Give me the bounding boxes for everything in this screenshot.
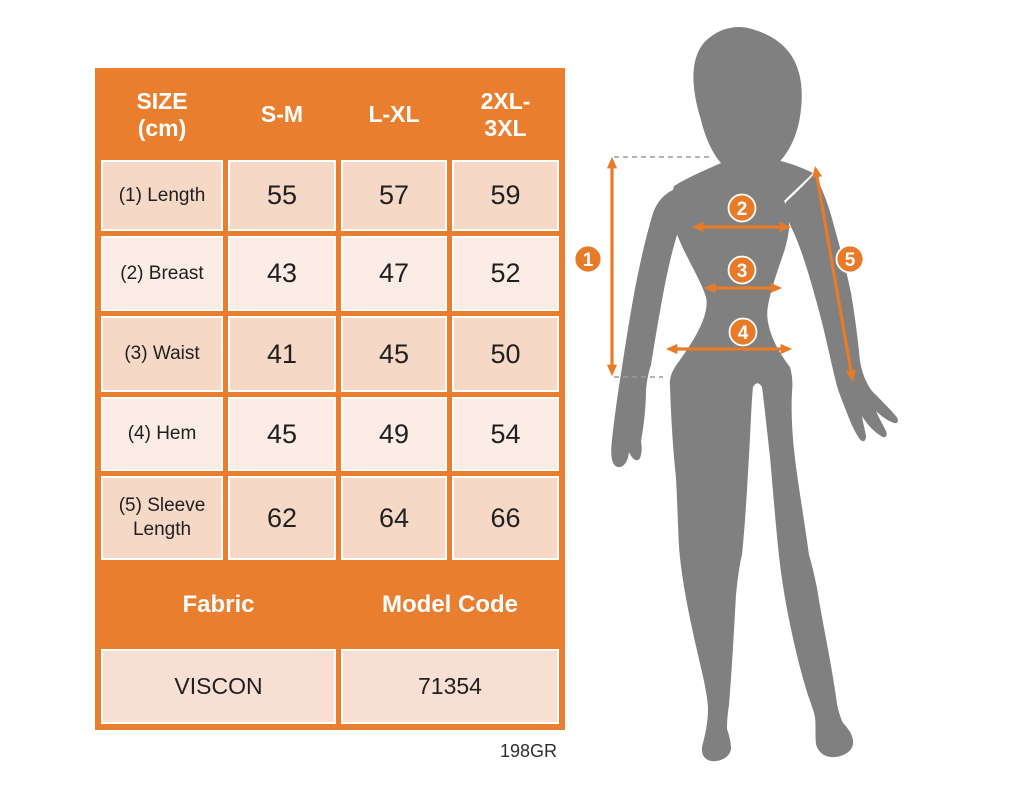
marker-circle-4	[728, 317, 758, 347]
header-cell-2xl3xl: 2XL-3XL	[452, 74, 559, 155]
marker-number-2: 2	[737, 199, 748, 220]
sleeve-value-lxl: 64	[341, 476, 447, 560]
marker-number-4: 4	[738, 323, 749, 344]
length-value-2xl3xl: 59	[452, 160, 559, 231]
model-code-header-cell: Model Code	[341, 565, 559, 644]
marker-circle-3	[727, 255, 757, 285]
row-label-waist: (3) Waist	[101, 316, 223, 392]
hem-value-2xl3xl: 54	[452, 397, 559, 471]
header-size-label: SIZE (cm)	[136, 88, 188, 141]
header-sm-label: S-M	[260, 101, 304, 128]
row-label-sleeve-length: (5) Sleeve Length	[101, 476, 223, 560]
length-value-lxl: 57	[341, 160, 447, 231]
hem-value-sm: 45	[228, 397, 336, 471]
sleeve-arrow	[812, 165, 856, 383]
row-label-length: (1) Length	[101, 160, 223, 231]
product-code-note: 198GR	[499, 741, 557, 761]
header-cell-lxl: L-XL	[341, 74, 447, 155]
marker-number-1: 1	[583, 250, 594, 271]
marker-number-3: 3	[737, 261, 748, 282]
left-arm-shape	[611, 190, 680, 468]
breast-value-2xl3xl: 52	[452, 236, 559, 311]
hem-value-lxl: 49	[341, 397, 447, 471]
marker-circle-2	[727, 193, 757, 223]
model-code-value-cell: 71354	[341, 649, 559, 724]
marker-circle-1	[573, 244, 603, 274]
marker-number-5: 5	[845, 250, 856, 271]
right-arm-shape	[785, 174, 898, 442]
size-chart-table: SIZE (cm) S-M L-XL 2XL-3XL (1) Length 55…	[95, 68, 565, 730]
sleeve-value-sm: 62	[228, 476, 336, 560]
waist-value-sm: 41	[228, 316, 336, 392]
length-value-sm: 55	[228, 160, 336, 231]
hair-head-shape	[693, 26, 802, 171]
measurement-figure: 1 2 3 4 5	[573, 26, 898, 762]
row-label-breast: (2) Breast	[101, 236, 223, 311]
row-label-hem: (4) Hem	[101, 397, 223, 471]
breast-value-lxl: 47	[341, 236, 447, 311]
woman-silhouette	[611, 26, 898, 762]
marker-circle-5	[835, 244, 865, 274]
body-shape	[669, 155, 854, 762]
sleeve-value-2xl3xl: 66	[452, 476, 559, 560]
header-cell-size: SIZE (cm)	[101, 74, 223, 155]
fabric-header-cell: Fabric	[101, 565, 336, 644]
waist-value-lxl: 45	[341, 316, 447, 392]
header-lxl-label: L-XL	[368, 101, 420, 128]
fabric-value-cell: VISCON	[101, 649, 336, 724]
waist-value-2xl3xl: 50	[452, 316, 559, 392]
breast-value-sm: 43	[228, 236, 336, 311]
header-cell-sm: S-M	[228, 74, 336, 155]
header-2xl3xl-label: 2XL-3XL	[480, 88, 531, 141]
measurement-annotations: 1 2 3 4 5	[573, 156, 865, 383]
